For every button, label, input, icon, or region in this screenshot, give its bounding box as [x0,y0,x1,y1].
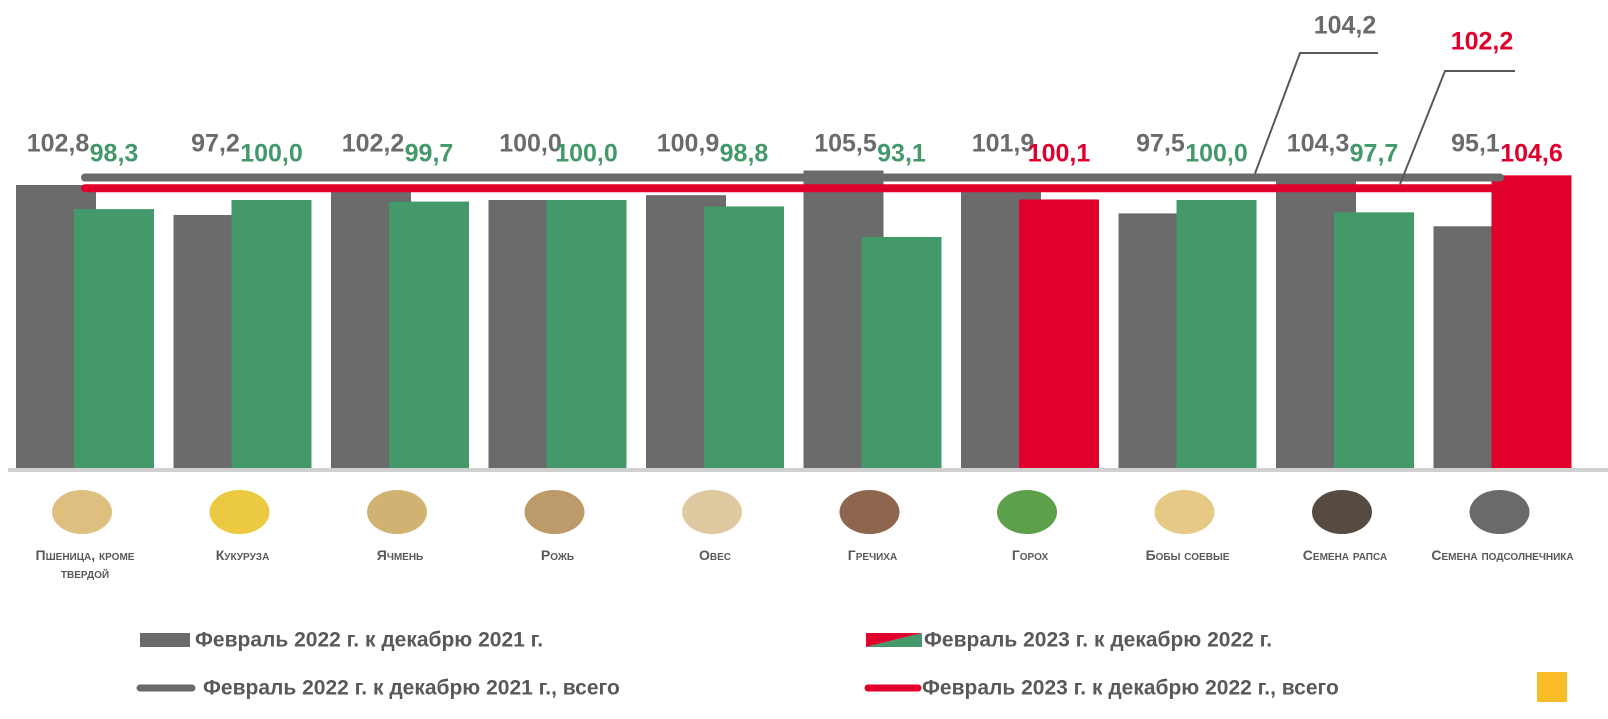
value-label: 100,0 [240,140,303,168]
category-label: Кукуруза [215,547,270,563]
callout-label: 104,2 [1314,12,1377,40]
value-label: 93,1 [877,140,926,168]
icon [1469,490,1530,534]
value-label: 102,2 [342,130,405,158]
icon [1154,490,1215,534]
icon [367,490,427,534]
legend-swatch [866,633,922,647]
icon [997,490,1057,534]
value-label: 104,3 [1287,130,1350,158]
callout-label: 102,2 [1451,28,1514,56]
value-label: 100,0 [1185,140,1248,168]
category-label: Семена рапса [1302,547,1388,563]
bar [389,201,469,468]
icon [1312,490,1372,534]
legend-swatch [140,633,190,647]
value-label: 101,9 [972,130,1035,158]
value-label: 97,7 [1350,140,1399,168]
category-label: Семена подсолнечника [1431,547,1574,563]
value-label: 100,9 [657,130,720,158]
bar [861,236,942,468]
category-label: Овес [698,547,731,563]
bar [1176,200,1257,468]
value-label: 98,8 [720,140,769,168]
value-label: 105,5 [814,130,877,158]
value-label: 100,0 [555,140,618,168]
category-label: Пшеница, кроме твердой [35,547,135,581]
bar [1019,199,1099,469]
decoration [1537,672,1567,702]
icon [209,490,270,534]
legend-label: Февраль 2023 г. к декабрю 2022 г., всего [922,677,1339,700]
value-label: 95,1 [1451,130,1500,158]
bar [704,206,784,468]
value-label: 98,3 [90,140,139,168]
value-label: 104,6 [1500,140,1563,168]
category-label: Бобы соевые [1145,547,1230,563]
category-label: Ячмень [376,547,424,563]
value-label: 97,2 [191,130,240,158]
icon [682,490,742,534]
icon [839,490,900,534]
icon [52,490,112,534]
bar [1334,212,1414,468]
category-label: Рожь [540,547,575,563]
legend-label: Февраль 2022 г. к декабрю 2021 г., всего [203,677,620,700]
bar [231,200,312,468]
value-label: 102,8 [27,130,90,158]
value-label: 100,1 [1028,140,1091,168]
bar [1491,175,1572,468]
callout-line [1254,52,1378,174]
value-label: 100,0 [499,130,562,158]
value-label: 99,7 [405,140,454,168]
category-label: Гречиха [847,547,898,563]
icon [524,490,585,534]
callout-line [1399,70,1515,185]
legend-label: Февраль 2022 г. к декабрю 2021 г. [195,629,543,652]
bar [546,200,627,468]
bar [74,209,154,468]
category-label: Горох [1011,547,1049,563]
legend-label: Февраль 2023 г. к декабрю 2022 г. [924,629,1272,652]
value-label: 97,5 [1136,130,1185,158]
